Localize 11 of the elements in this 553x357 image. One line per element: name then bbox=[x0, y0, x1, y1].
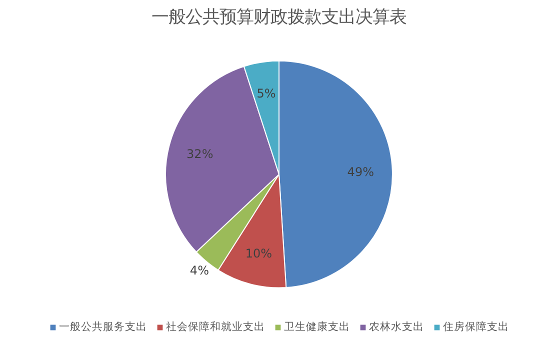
legend-label: 住房保障支出 bbox=[443, 320, 509, 334]
data-label: 4% bbox=[190, 263, 209, 278]
legend-label: 一般公共服务支出 bbox=[59, 320, 147, 334]
chart-title: 一般公共预算财政拨款支出决算表 bbox=[152, 8, 406, 28]
data-label: 5% bbox=[256, 86, 276, 101]
data-label: 10% bbox=[245, 246, 272, 260]
legend-label: 卫生健康支出 bbox=[284, 320, 350, 334]
legend-label: 社会保障和就业支出 bbox=[166, 320, 265, 334]
data-label: 49% bbox=[347, 164, 374, 179]
legend-label: 农林水支出 bbox=[369, 320, 424, 334]
data-label: 32% bbox=[186, 147, 214, 162]
